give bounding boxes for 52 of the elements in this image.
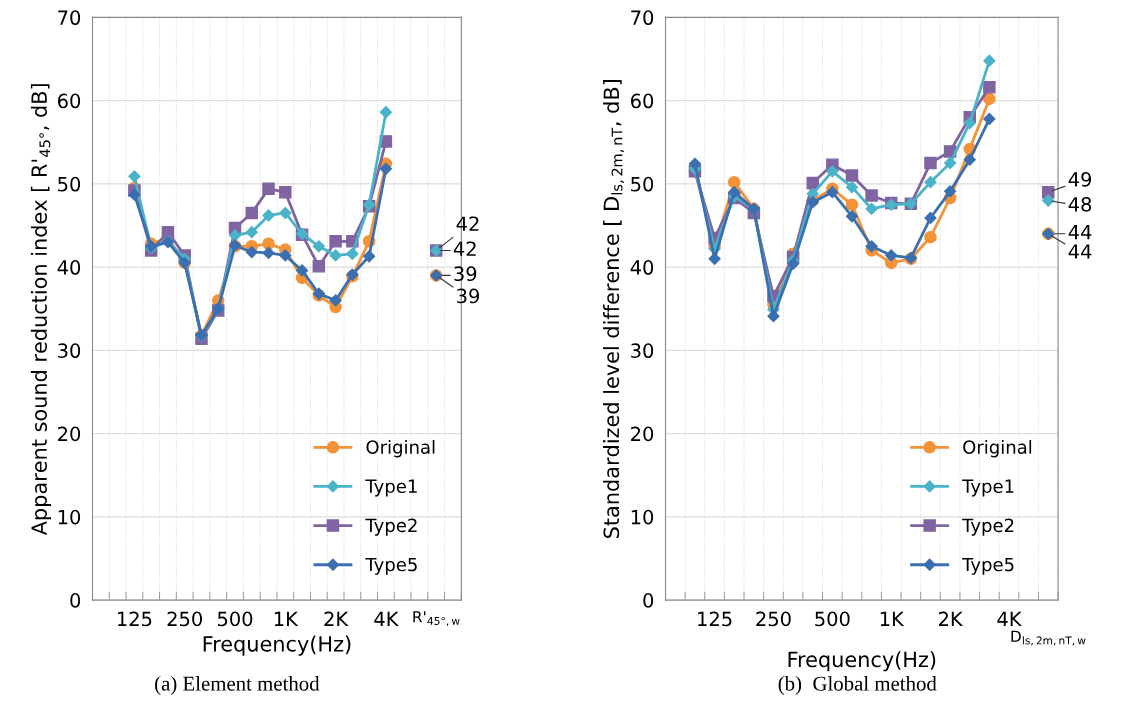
x-tick-label: 250 bbox=[756, 611, 791, 627]
data-label: 42 bbox=[456, 216, 479, 231]
y-tick-label: 60 bbox=[631, 93, 654, 109]
x-axis-title: Frequency(Hz) bbox=[203, 635, 351, 656]
x-axis-title: Frequency(Hz) bbox=[788, 651, 936, 672]
y-tick-label: 30 bbox=[58, 343, 81, 359]
y-tick-label: 0 bbox=[643, 593, 654, 608]
y-tick-label: 70 bbox=[58, 10, 81, 26]
data-label: 39 bbox=[454, 266, 477, 282]
x-tick-label: 2K bbox=[324, 611, 349, 626]
y-tick-label: 30 bbox=[631, 343, 654, 359]
x-tick-label: 4K bbox=[997, 611, 1022, 626]
y-tick-label: 20 bbox=[58, 426, 81, 442]
x-tick-label: 1K bbox=[274, 611, 299, 626]
x-tick-label: 125 bbox=[698, 611, 732, 627]
data-label: 49 bbox=[1068, 172, 1092, 187]
data-label: 44 bbox=[1068, 224, 1092, 240]
y-tick-label: 10 bbox=[631, 509, 654, 525]
legend-label: Type5 bbox=[365, 557, 417, 575]
x-tick-label: 250 bbox=[167, 611, 202, 627]
y-tick-label: 0 bbox=[70, 593, 81, 608]
legend-label: Original bbox=[963, 439, 1032, 458]
x-tick-label: 2K bbox=[938, 611, 964, 626]
data-label: 48 bbox=[1068, 196, 1092, 212]
y-axis-title: Apparent sound reduction index [ R'$_{45°}$, dB] bbox=[30, 84, 52, 536]
x-tick-label: D$_{ls,2m,nT,w}$ bbox=[1011, 630, 1086, 646]
data-label: 44 bbox=[1068, 244, 1092, 259]
y-tick-label: 50 bbox=[58, 176, 81, 192]
x-tick-label: 500 bbox=[815, 611, 850, 627]
y-tick-label: 60 bbox=[58, 93, 81, 109]
legend-label: Original bbox=[366, 439, 435, 458]
x-tick-label: 500 bbox=[217, 611, 253, 627]
legend-label: Type5 bbox=[962, 557, 1014, 575]
text: (b) Global method bbox=[778, 676, 937, 695]
x-tick-label: 4K bbox=[374, 611, 399, 626]
legend-label: Type2 bbox=[962, 518, 1014, 536]
x-tick-label: 1K bbox=[880, 611, 905, 626]
y-tick-label: 40 bbox=[630, 260, 654, 275]
y-tick-label: 70 bbox=[631, 10, 654, 26]
y-tick-label: 20 bbox=[631, 426, 654, 442]
legend-label: Type1 bbox=[962, 479, 1014, 497]
data-label: 42 bbox=[453, 241, 476, 256]
x-tick-label: R'$_{45°,w}$ bbox=[413, 611, 460, 627]
data-label: 39 bbox=[457, 288, 480, 304]
legend-label: Type1 bbox=[365, 479, 417, 497]
y-tick-label: 50 bbox=[631, 176, 654, 192]
y-tick-label: 40 bbox=[57, 260, 81, 275]
text: (a) Element method bbox=[155, 676, 320, 695]
y-axis-title: Standardized level difference [ D$_{ls,2m,nT}$, dB] bbox=[603, 80, 625, 538]
legend-label: Type2 bbox=[365, 518, 417, 536]
y-tick-label: 10 bbox=[58, 509, 81, 525]
x-tick-label: 125 bbox=[117, 611, 152, 627]
